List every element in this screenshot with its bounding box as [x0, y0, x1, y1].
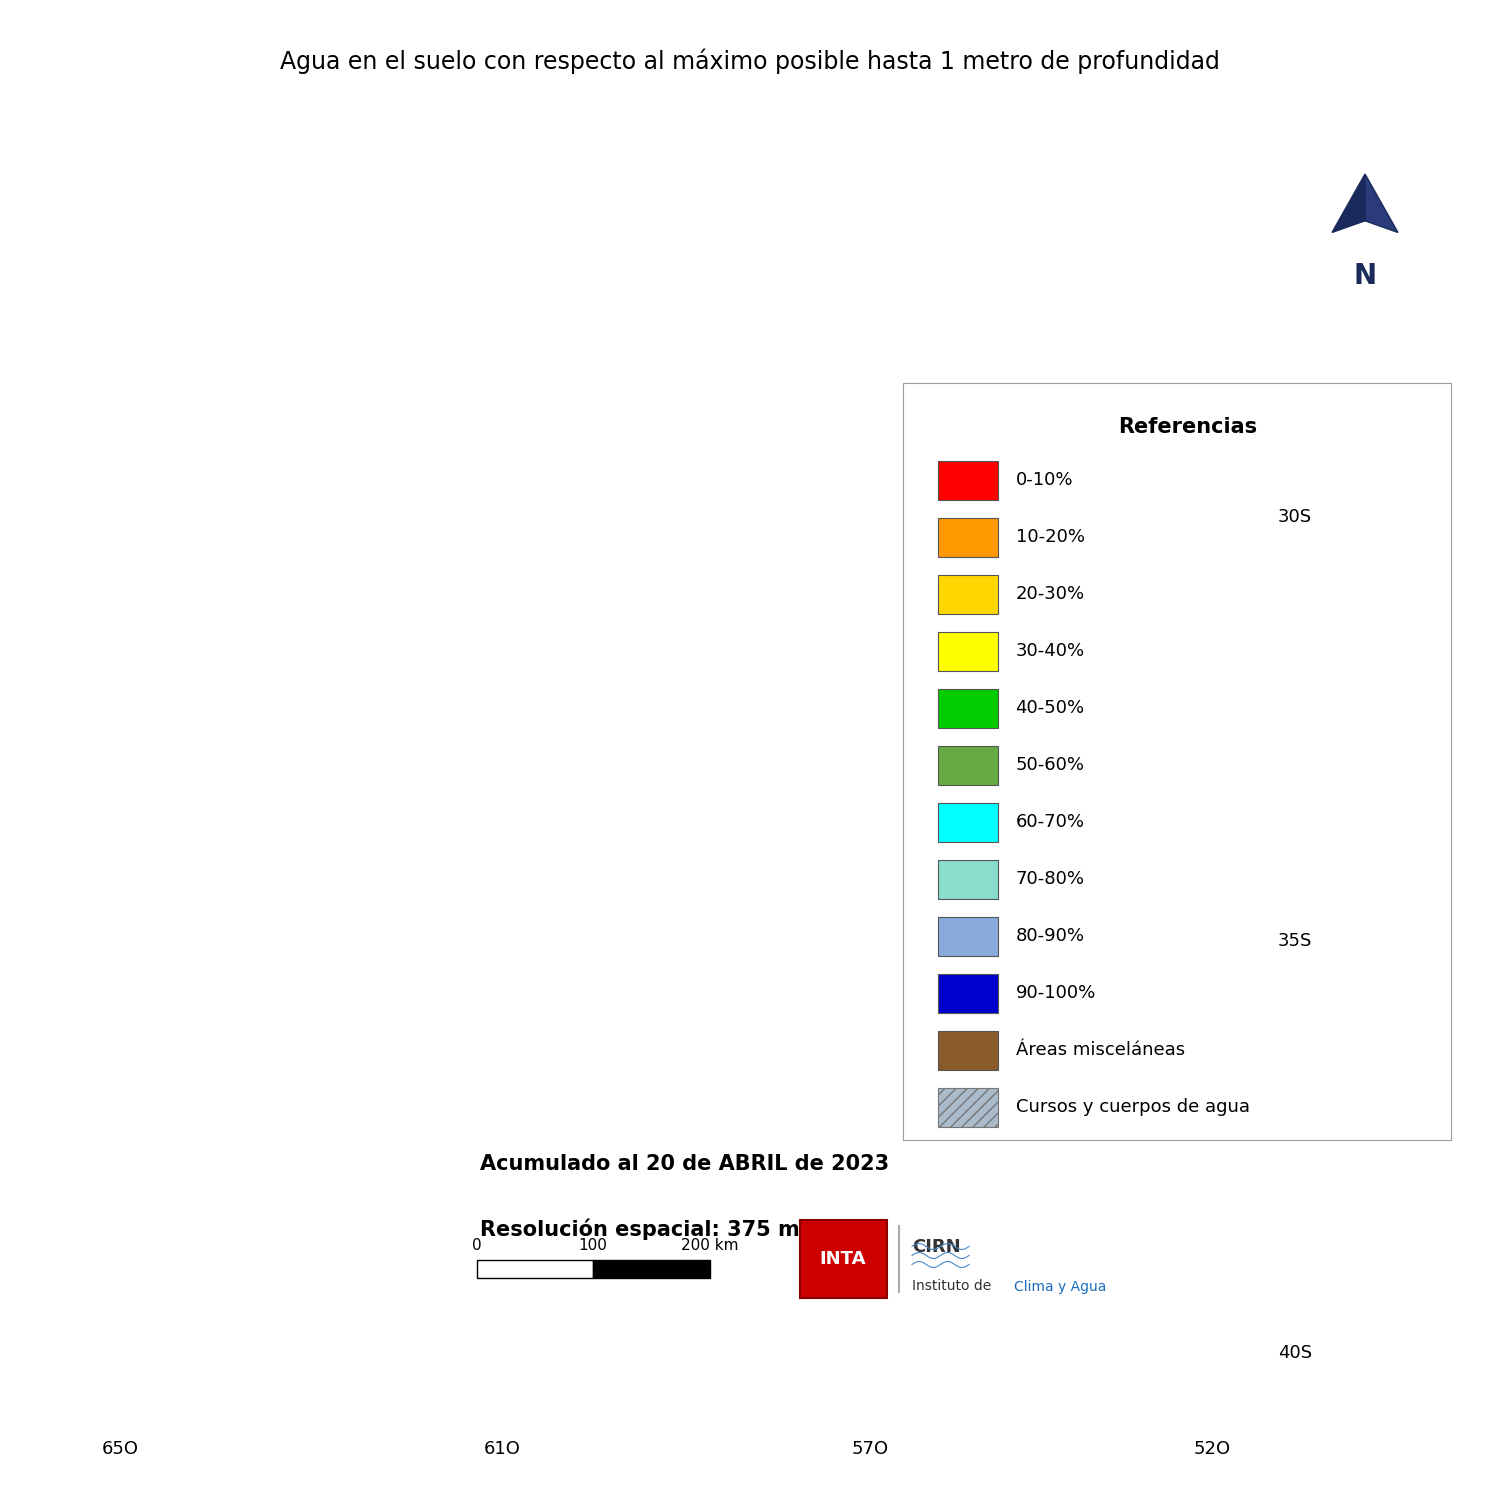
- Text: INTA: INTA: [821, 1250, 867, 1268]
- Bar: [465, 1136, 1005, 1293]
- Text: 70-80%: 70-80%: [1016, 870, 1084, 888]
- Text: 35S: 35S: [1278, 932, 1312, 950]
- Text: Áreas misceláneas: Áreas misceláneas: [1016, 1041, 1185, 1059]
- Text: 40-50%: 40-50%: [1016, 699, 1084, 717]
- Text: Acumulado al 20 de ABRIL de 2023: Acumulado al 20 de ABRIL de 2023: [480, 1154, 890, 1173]
- Bar: [592, 1260, 710, 1278]
- Text: 40S: 40S: [1278, 1344, 1312, 1362]
- Text: 20-30%: 20-30%: [1016, 585, 1084, 603]
- Text: 0-10%: 0-10%: [1016, 471, 1072, 489]
- Bar: [800, 1220, 886, 1298]
- Bar: [938, 916, 998, 956]
- Text: Instituto de: Instituto de: [912, 1280, 996, 1293]
- Text: N: N: [1353, 262, 1377, 291]
- Text: Clima y Agua: Clima y Agua: [1014, 1280, 1107, 1293]
- Bar: [938, 802, 998, 842]
- Bar: [938, 1030, 998, 1069]
- Text: 30S: 30S: [1278, 509, 1312, 526]
- Text: Cursos y cuerpos de agua: Cursos y cuerpos de agua: [1016, 1098, 1250, 1116]
- Text: 65O: 65O: [102, 1440, 138, 1458]
- Text: Agua en el suelo con respecto al máximo posible hasta 1 metro de profundidad: Agua en el suelo con respecto al máximo …: [280, 48, 1220, 74]
- Polygon shape: [1365, 174, 1398, 232]
- Text: 50-60%: 50-60%: [1016, 756, 1084, 774]
- Bar: [938, 859, 998, 898]
- Text: 10-20%: 10-20%: [1016, 528, 1084, 546]
- Text: 90-100%: 90-100%: [1016, 984, 1095, 1002]
- Text: 52O: 52O: [1194, 1440, 1230, 1458]
- Bar: [938, 518, 998, 556]
- Bar: [938, 460, 998, 500]
- FancyBboxPatch shape: [903, 382, 1450, 1140]
- Bar: [477, 1260, 592, 1278]
- Bar: [938, 974, 998, 1012]
- Text: 0: 0: [472, 1238, 482, 1252]
- Bar: [938, 688, 998, 728]
- Text: Resolución espacial: 375 m: Resolución espacial: 375 m: [480, 1218, 800, 1239]
- Bar: [938, 632, 998, 670]
- Bar: [938, 1088, 998, 1126]
- Text: 80-90%: 80-90%: [1016, 927, 1084, 945]
- Bar: [938, 746, 998, 784]
- Text: 61O: 61O: [484, 1440, 520, 1458]
- Polygon shape: [1332, 174, 1365, 232]
- Text: 30-40%: 30-40%: [1016, 642, 1084, 660]
- Text: 200 km: 200 km: [681, 1238, 738, 1252]
- Text: Referencias: Referencias: [1118, 417, 1257, 436]
- Bar: [938, 574, 998, 614]
- Text: CIRN: CIRN: [912, 1238, 960, 1256]
- Text: 100: 100: [579, 1238, 608, 1252]
- Text: 60-70%: 60-70%: [1016, 813, 1084, 831]
- Text: 57O: 57O: [852, 1440, 888, 1458]
